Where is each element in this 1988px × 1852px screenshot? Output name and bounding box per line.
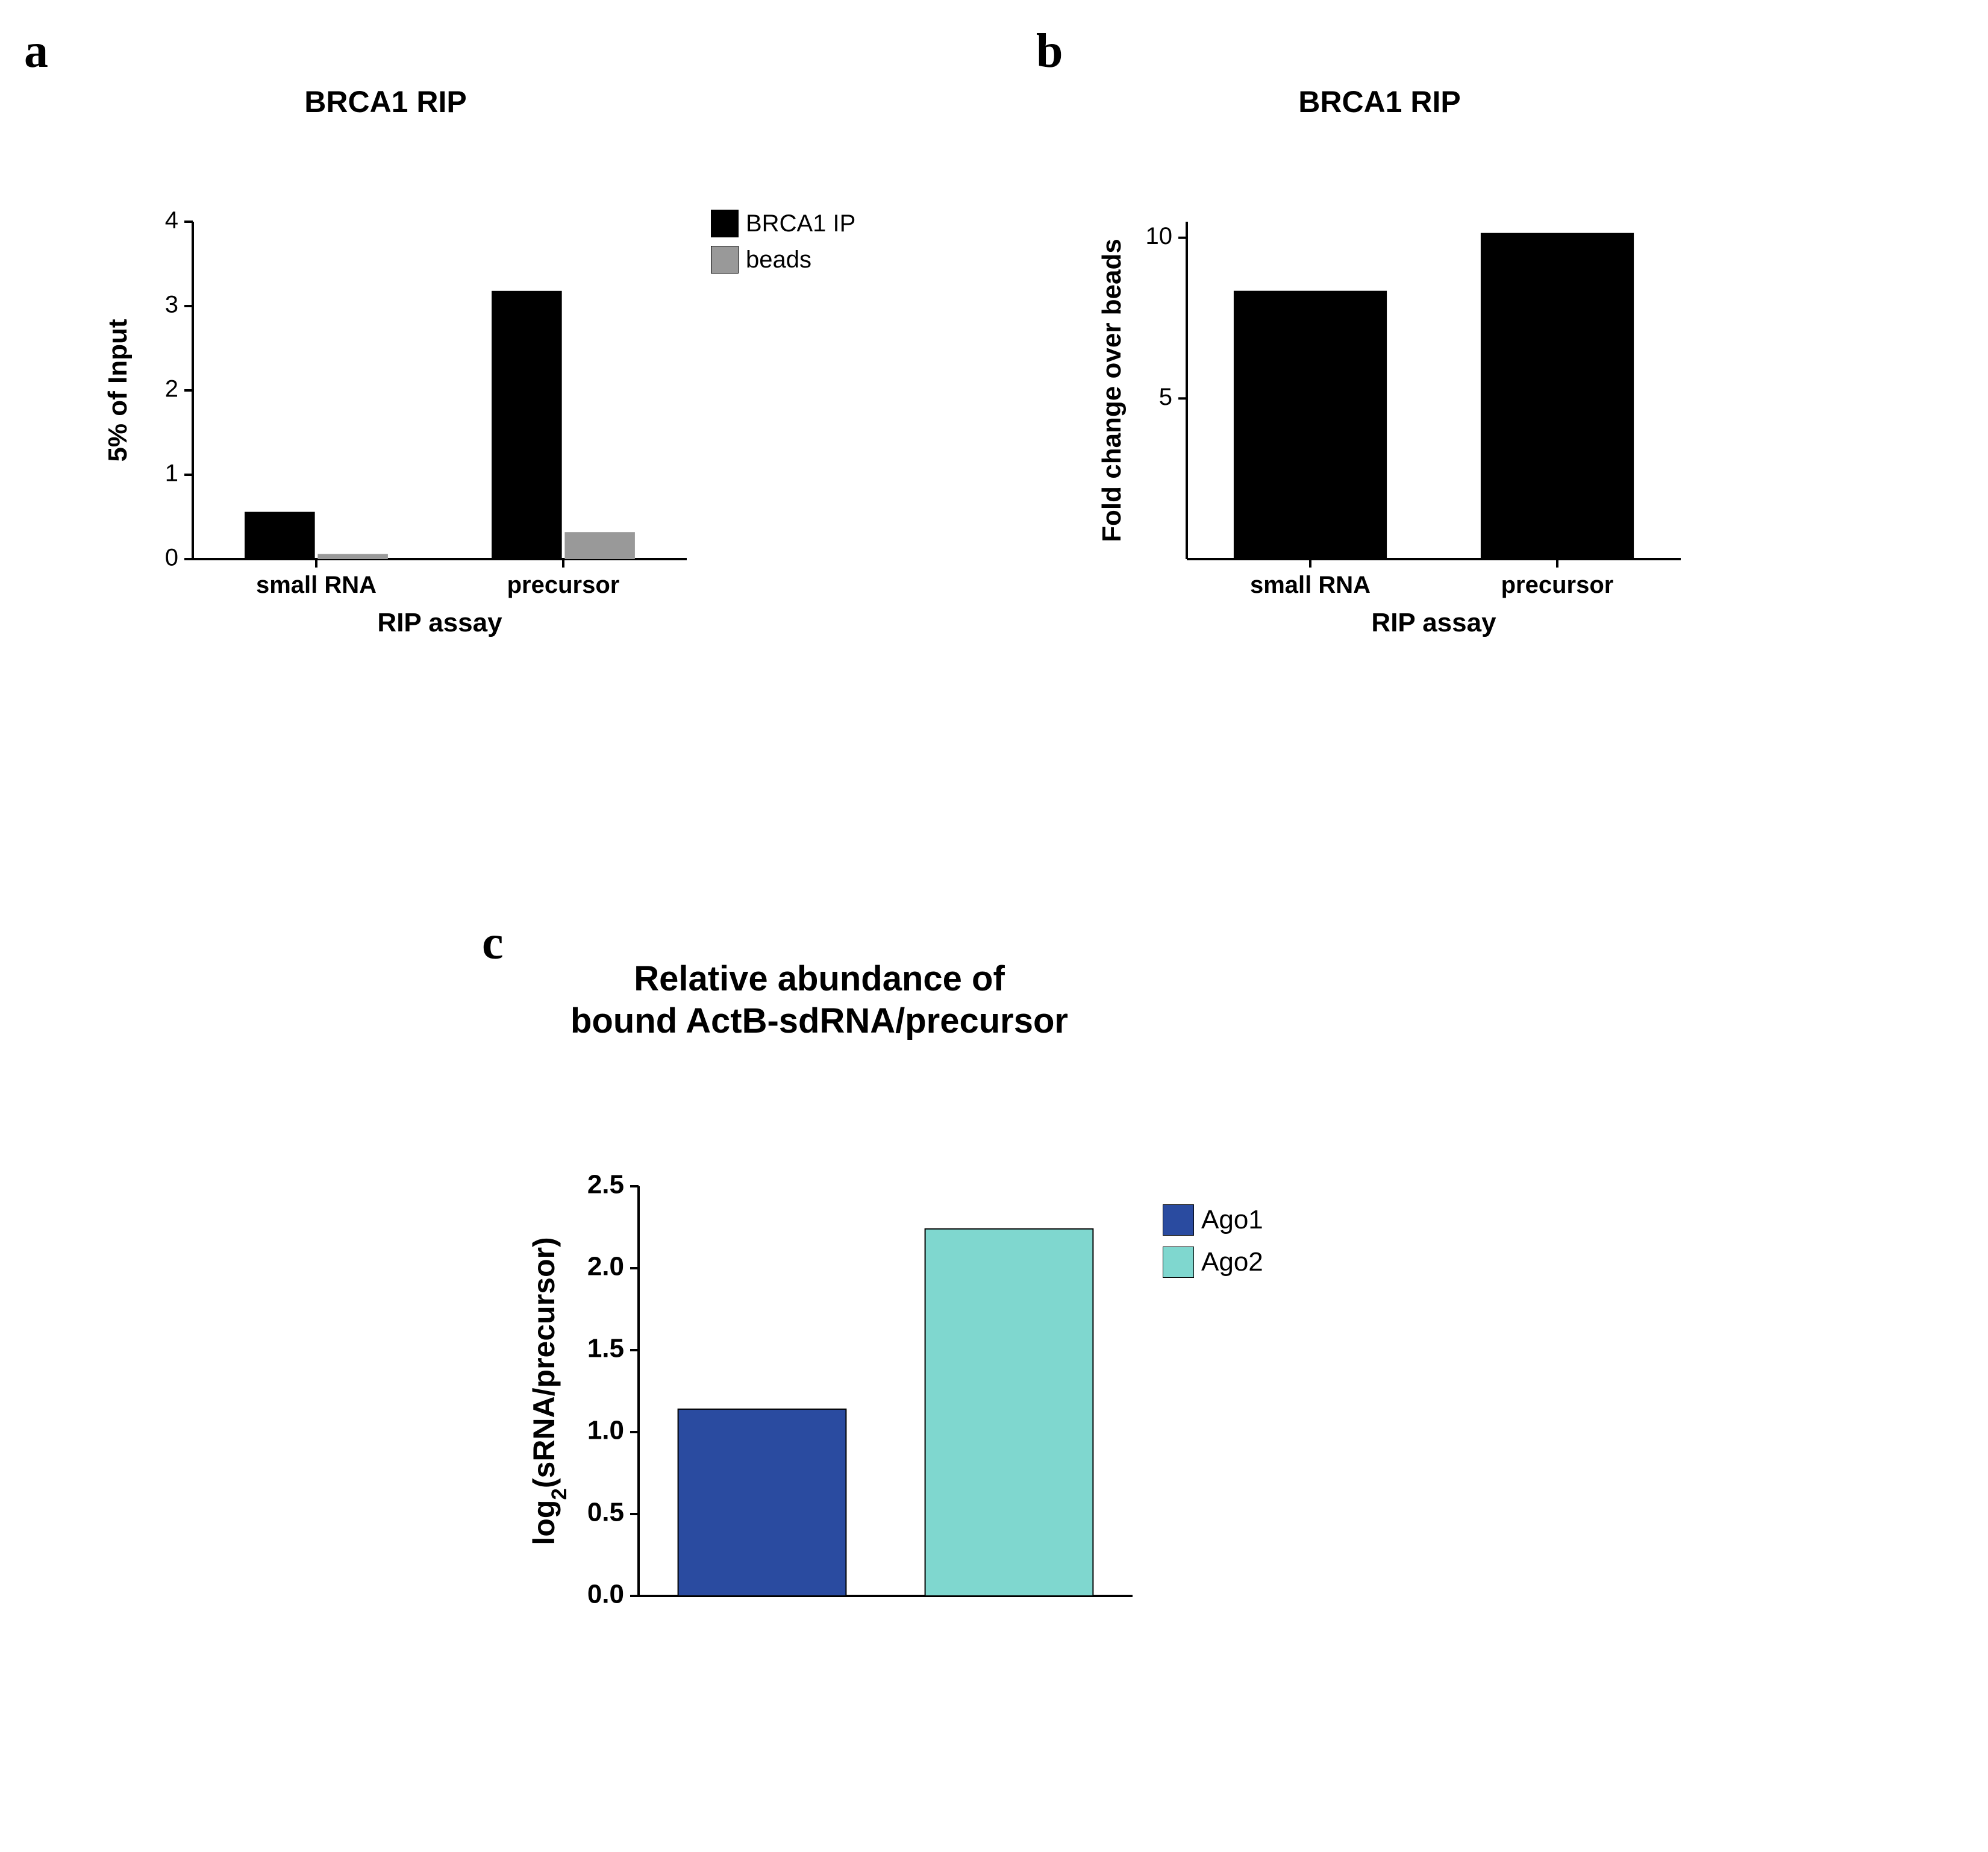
panel-c-legend: Ago1 Ago2	[1163, 1204, 1263, 1289]
svg-text:5: 5	[1159, 384, 1172, 410]
panel-b-title: BRCA1 RIP	[1078, 84, 1681, 119]
legend-swatch	[1163, 1247, 1194, 1278]
svg-text:0.5: 0.5	[587, 1498, 624, 1527]
panel-b: BRCA1 RIP 5 10 small RNA precursorRIP assay…	[1078, 84, 1892, 657]
svg-text:5% of Input: 5% of Input	[103, 319, 133, 461]
legend-label: Ago2	[1201, 1247, 1263, 1277]
svg-text:0.0: 0.0	[587, 1580, 624, 1609]
svg-text:4: 4	[165, 207, 178, 234]
legend-swatch	[711, 210, 739, 237]
svg-text:1.0: 1.0	[587, 1416, 624, 1445]
svg-text:3: 3	[165, 292, 178, 318]
svg-text:1: 1	[165, 460, 178, 487]
svg-text:2.5: 2.5	[587, 1170, 624, 1200]
svg-text:RIP assay: RIP assay	[1371, 608, 1496, 637]
panel-b-label: b	[1036, 24, 1063, 79]
panel-c-title-line1: Relative abundance of	[634, 959, 1005, 998]
panel-c-title-line2: bound ActB-sdRNA/precursor	[570, 1001, 1068, 1040]
legend-label: beads	[746, 246, 811, 274]
panel-c-title: Relative abundance of bound ActB-sdRNA/p…	[506, 958, 1133, 1042]
legend-label: Ago1	[1201, 1205, 1263, 1235]
panel-c-svg: 0.0 0.5 1.0 1.5 2.0 2.5 log2(sRNA/precursor)	[506, 1048, 1157, 1632]
panel-a-legend: BRCA1 IP beads	[711, 210, 855, 282]
panel-c-label: c	[482, 916, 504, 971]
legend-swatch	[711, 246, 739, 274]
figure-root: a BRCA1 RIP 01234small RNAprecursorRIP a…	[24, 24, 1964, 1828]
svg-text:1.5: 1.5	[587, 1334, 624, 1363]
svg-text:2: 2	[165, 376, 178, 402]
svg-text:precursor: precursor	[507, 572, 620, 598]
legend-item: Ago2	[1163, 1247, 1263, 1278]
svg-text:precursor: precursor	[1501, 572, 1614, 598]
panel-a-svg: 0 1 2 3 4 small RNA precursorRIP assay 5% of In…	[84, 131, 711, 662]
legend-item: BRCA1 IP	[711, 210, 855, 237]
panel-a-label: a	[24, 24, 48, 79]
panel-a: BRCA1 RIP 0 1 2 3 4 small RNA precursorRIP ass…	[84, 84, 976, 657]
svg-text:RIP assay: RIP assay	[377, 608, 502, 637]
svg-text:log2(sRNA/precursor): log2(sRNA/precursor)	[527, 1237, 571, 1545]
panel-b-svg: 5 10 small RNA precursorRIP assay Fold chang…	[1078, 131, 1705, 662]
svg-text:0: 0	[165, 545, 178, 571]
legend-item: Ago1	[1163, 1204, 1263, 1236]
legend-label: BRCA1 IP	[746, 210, 855, 237]
svg-text:2.0: 2.0	[587, 1252, 624, 1281]
legend-swatch	[1163, 1204, 1194, 1236]
svg-text:small RNA: small RNA	[1250, 572, 1371, 598]
svg-text:small RNA: small RNA	[256, 572, 377, 598]
legend-item: beads	[711, 246, 855, 274]
panel-a-title: BRCA1 RIP	[84, 84, 687, 119]
svg-text:Fold change over beads: Fold change over beads	[1097, 239, 1127, 542]
panel-c: Relative abundance of bound ActB-sdRNA/p…	[506, 958, 1500, 1681]
svg-text:10: 10	[1146, 223, 1173, 249]
